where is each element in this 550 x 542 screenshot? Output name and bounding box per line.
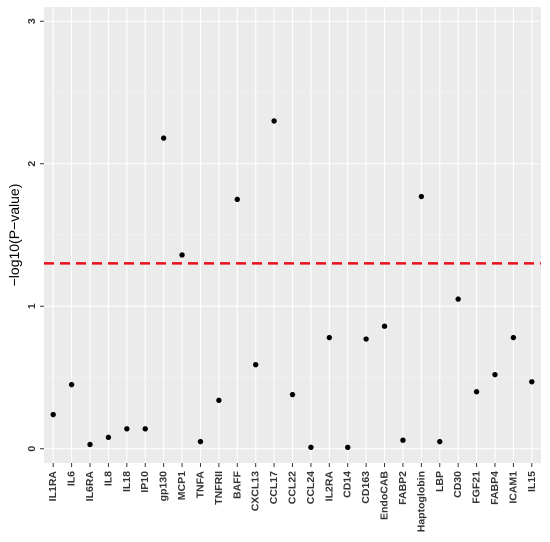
x-tick-label-ip10: IP10 [139, 471, 151, 493]
x-tick-label-il6ra: IL6RA [84, 471, 96, 502]
data-point-il6 [68, 381, 75, 388]
data-point-icam1 [510, 334, 517, 341]
x-tick-label-fabp4: FABP4 [489, 471, 501, 505]
x-tick-label-endocab: EndoCAB [379, 471, 391, 520]
x-tick-label-ccl22: CCL22 [287, 471, 299, 504]
x-tick-label-icam1: ICAM1 [507, 471, 519, 504]
data-point-tnfa [197, 438, 204, 445]
x-axis: IL1RA IL6 IL6RA IL8 IL18 IP10 gp130 MCP1 TNFA TNF… [47, 463, 538, 532]
x-tick-label-il8: IL8 [102, 471, 114, 486]
x-tick-label-tnfrii: TNFRII [213, 471, 225, 505]
y-tick-label: 1 [26, 303, 38, 309]
data-point-il6ra [87, 441, 93, 448]
data-point-ccl24 [308, 444, 314, 451]
data-point-ccl17 [271, 118, 277, 124]
x-tick-label-tnfa: TNFA [194, 471, 206, 499]
x-tick-label-ccl17: CCL17 [268, 471, 280, 504]
data-point-il8 [105, 434, 112, 441]
data-point-baff [234, 196, 240, 203]
data-point-fgf21 [473, 389, 480, 395]
data-point-ip10 [142, 426, 148, 432]
data-point-endocab [381, 323, 388, 329]
x-tick-label-haptoglobin: Haptoglobin [415, 471, 427, 532]
x-tick-label-cd163: CD163 [360, 471, 372, 504]
x-tick-label-il18: IL18 [121, 471, 133, 492]
x-tick-label-cd30: CD30 [452, 471, 464, 498]
major-gridlines [44, 7, 541, 463]
y-tick-label: 3 [26, 18, 38, 24]
data-point-il15 [529, 379, 535, 385]
data-point-fabp2 [400, 437, 406, 443]
x-tick-label-il6: IL6 [66, 471, 78, 486]
data-point-il1ra [50, 411, 56, 418]
data-point-lbp [437, 438, 443, 445]
data-point-cd14 [345, 444, 351, 451]
x-tick-label-fgf21: FGF21 [471, 471, 483, 504]
data-points [50, 118, 535, 451]
x-tick-label-ccl24: CCL24 [305, 471, 317, 504]
x-tick-label-gp130: gp130 [158, 471, 170, 502]
data-point-il2ra [326, 334, 333, 341]
y-axis-title: −log10(P−value) [6, 184, 22, 287]
data-point-fabp4 [492, 371, 498, 378]
data-point-ccl22 [289, 391, 296, 398]
data-point-cd163 [363, 336, 369, 342]
y-tick-label: 0 [26, 446, 38, 452]
data-point-tnfrii [216, 397, 222, 403]
x-tick-label-cd14: CD14 [342, 471, 354, 498]
data-point-mcp1 [179, 252, 185, 258]
x-tick-label-cxcl13: CXCL13 [250, 471, 262, 511]
data-point-gp130 [160, 135, 167, 141]
y-tick-label: 2 [26, 161, 38, 167]
x-tick-label-il1ra: IL1RA [47, 471, 59, 502]
data-point-cxcl13 [252, 361, 259, 368]
x-tick-label-fabp2: FABP2 [397, 471, 409, 505]
x-tick-label-il15: IL15 [526, 471, 538, 492]
data-point-cd30 [455, 296, 461, 302]
data-point-il18 [124, 426, 130, 432]
x-tick-label-il2ra: IL2RA [323, 471, 335, 502]
x-tick-label-lbp: LBP [434, 471, 446, 492]
x-tick-label-baff: BAFF [231, 470, 243, 499]
x-tick-label-mcp1: MCP1 [176, 471, 188, 500]
y-axis: 0 1 2 3 [26, 18, 44, 452]
data-point-haptoglobin [418, 193, 425, 200]
